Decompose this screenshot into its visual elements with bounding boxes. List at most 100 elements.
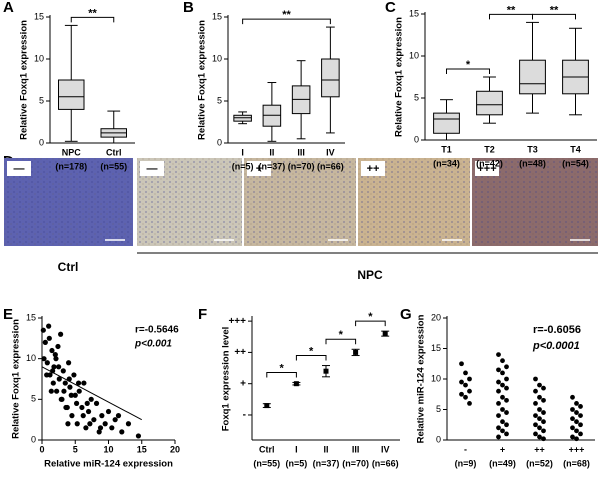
- point: [73, 400, 80, 406]
- dot: [504, 410, 509, 415]
- x-tick-label: T4: [570, 144, 581, 154]
- dot: [500, 382, 505, 388]
- x-tick-label: +: [500, 444, 505, 454]
- box: [433, 112, 460, 134]
- point: [88, 396, 94, 402]
- point: [135, 433, 142, 439]
- point: [40, 327, 46, 333]
- dot: [537, 416, 542, 422]
- point: [72, 392, 78, 398]
- tile-label-box: [475, 161, 499, 176]
- point: [71, 372, 77, 378]
- y-tick-label: -: [243, 410, 246, 421]
- dot: [500, 407, 505, 412]
- y-tick-label: 0: [39, 137, 44, 147]
- x-tick-label: T3: [527, 144, 538, 154]
- y-tick-label: +: [240, 378, 246, 389]
- y-axis-label: Relative Foxq1 expression: [394, 17, 405, 137]
- y-tick-label: ++: [234, 347, 246, 358]
- point: [58, 331, 64, 337]
- n-label: (n=68): [563, 458, 590, 468]
- point: [55, 343, 61, 350]
- tile-label-box: [247, 161, 271, 176]
- dot: [541, 428, 546, 434]
- x-tick-label: I: [241, 147, 244, 157]
- y-tick-label: 5: [436, 404, 441, 414]
- tile-label: +++: [477, 163, 496, 175]
- significance-bracket: [325, 338, 357, 345]
- tile-label: —: [14, 163, 25, 175]
- point: [56, 364, 62, 370]
- box: [321, 58, 340, 98]
- point: [62, 380, 68, 386]
- x-tick-label: IV: [381, 444, 390, 454]
- dot: [467, 388, 472, 394]
- dot: [574, 419, 579, 425]
- significance-label: **: [507, 4, 516, 16]
- point: [112, 417, 118, 423]
- x-tick-label: II: [269, 147, 274, 157]
- y-tick-label: 0: [436, 434, 441, 444]
- dot: [500, 358, 505, 364]
- y-tick-label: 0: [414, 134, 419, 144]
- point: [41, 356, 47, 362]
- y-tick-label: 15: [431, 343, 441, 353]
- n-label: (n=5): [286, 458, 308, 468]
- n-label: (n=5): [232, 161, 254, 171]
- dot: [537, 425, 542, 431]
- group-label: NPC: [357, 268, 383, 282]
- n-label: (n=66): [372, 458, 399, 468]
- y-tick-label: 20: [431, 312, 441, 322]
- point: [50, 380, 56, 386]
- y-axis-label: Relative Foxq1 expression: [19, 20, 30, 140]
- panel-letter: C: [385, 0, 396, 16]
- dot: [504, 431, 509, 437]
- n-label: (n=34): [433, 158, 460, 168]
- n-label: (n=49): [489, 458, 516, 468]
- dot: [496, 352, 501, 357]
- n-label: (n=66): [317, 161, 344, 171]
- y-tick-label: 5: [39, 95, 44, 105]
- dot: [496, 401, 501, 406]
- dot: [500, 370, 505, 376]
- point: [67, 384, 73, 390]
- tile-label: —: [147, 163, 158, 175]
- point: [79, 404, 85, 411]
- dot: [496, 413, 501, 418]
- y-axis-label: Relative Foxq1 expression: [197, 20, 208, 140]
- y-axis-label: Relative miR-124 expression: [416, 314, 427, 443]
- n-label: (n=54): [562, 158, 589, 168]
- dot: [541, 436, 546, 442]
- x-tick-label: -: [464, 444, 467, 454]
- x-axis-label: Relative miR-124 expression: [44, 459, 173, 470]
- n-label: (n=9): [455, 458, 477, 468]
- dot: [500, 428, 505, 434]
- trendline: [41, 366, 142, 421]
- point: [44, 372, 50, 378]
- dot: [500, 419, 505, 425]
- x-tick-label: I: [295, 444, 298, 454]
- dot: [533, 413, 538, 418]
- panel-letter: B: [183, 0, 194, 16]
- point: [65, 421, 71, 427]
- point: [54, 388, 60, 394]
- y-axis-label: Foxq1 expression level: [221, 327, 232, 432]
- point: [102, 421, 108, 427]
- dot: [463, 382, 468, 388]
- point: [46, 335, 52, 341]
- point: [84, 400, 90, 406]
- point: [97, 425, 104, 431]
- dot: [570, 425, 575, 431]
- y-tick-label: 0: [217, 137, 222, 147]
- dot: [574, 428, 579, 434]
- dot: [574, 401, 579, 406]
- mean-marker: [293, 381, 299, 387]
- point: [75, 380, 82, 386]
- point: [81, 380, 87, 386]
- point: [48, 388, 54, 394]
- point: [87, 421, 93, 427]
- dot: [537, 394, 542, 400]
- point: [74, 421, 80, 427]
- box: [519, 59, 546, 95]
- point: [115, 413, 122, 419]
